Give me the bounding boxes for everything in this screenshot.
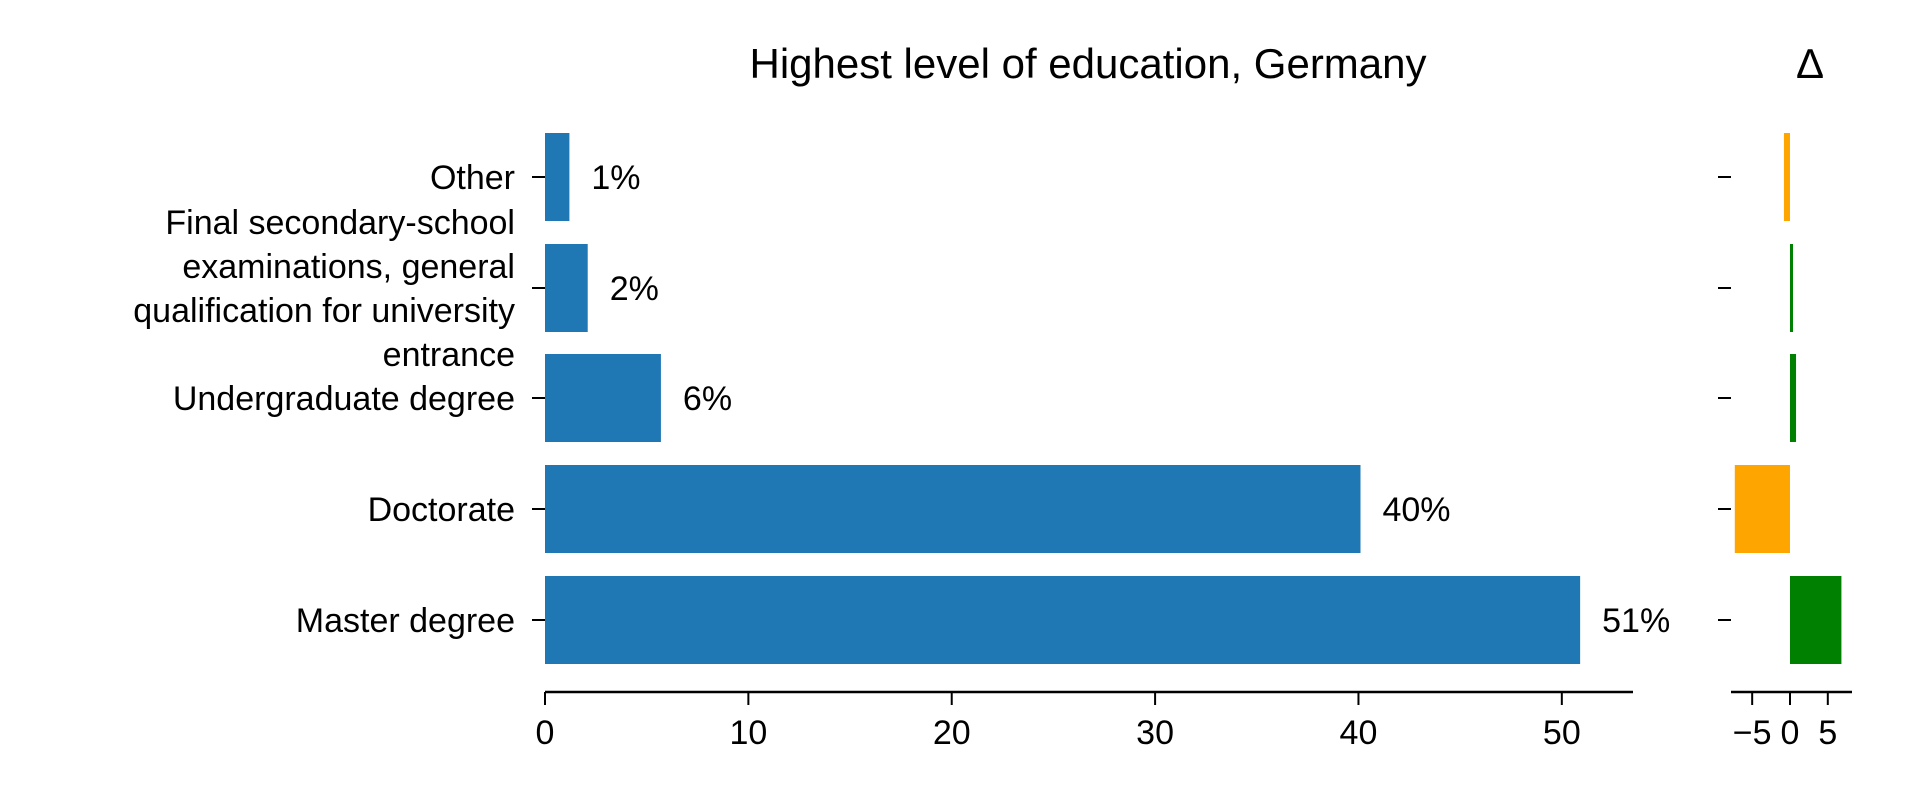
delta-bar-2 [1734,465,1790,553]
delta-x-tick-label: −5 [1733,714,1772,752]
x-tick-label: 0 [536,714,555,752]
bar-value-label: 51% [1602,602,1670,640]
bar-3 [545,354,661,442]
category-label: Final secondary-school examinations, gene… [133,204,515,374]
delta-chart-title: Δ [1796,40,1824,87]
category-label: Doctorate [368,491,515,529]
bar-5 [545,133,570,221]
main-chart-title: Highest level of education, Germany [749,40,1426,87]
delta-bar-panel: −5 0 5 [1718,133,1852,752]
bar-value-label: 40% [1382,491,1450,529]
category-label: Master degree [296,602,515,640]
x-tick-label: 40 [1340,714,1378,752]
bar-2 [545,465,1361,553]
bar-1 [545,576,1581,664]
category-label: Undergraduate degree [173,380,515,418]
delta-bar-3 [1789,354,1797,442]
x-tick-label: 30 [1136,714,1174,752]
main-bar-panel: 51% Master degree 40% Doctorate 6% Undergradu… [133,133,1670,752]
x-tick-label: 10 [729,714,767,752]
delta-bar-5 [1783,133,1790,221]
delta-x-tick-label: 5 [1818,714,1837,752]
bar-value-label: 1% [591,159,640,197]
delta-x-tick-label: 0 [1781,714,1800,752]
bar-value-label: 2% [610,270,659,308]
delta-bar-1 [1789,576,1842,664]
delta-bar-4 [1789,244,1794,332]
x-tick-label: 50 [1543,714,1581,752]
bar-4 [545,244,588,332]
bar-value-label: 6% [683,380,732,418]
category-label: Other [430,159,515,197]
x-tick-label: 20 [933,714,971,752]
